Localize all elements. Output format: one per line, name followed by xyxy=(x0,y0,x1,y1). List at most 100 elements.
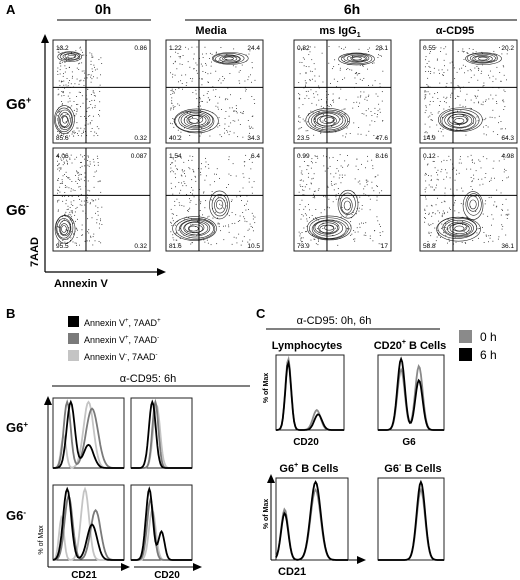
panel-b-title: α-CD95: 6h xyxy=(120,373,177,385)
panel-c-title-cd20-b-cells: CD20+ B Cells xyxy=(374,339,447,352)
flow-events xyxy=(57,154,103,246)
y-axis-label-7aad: 7AAD xyxy=(29,237,41,267)
quadrant-ul-value: 0.55 xyxy=(423,45,436,52)
legend-swatch-aneg-7neg xyxy=(68,350,79,361)
legend-label-0h: 0 h xyxy=(480,330,497,344)
quadrant-ul-value: 13.2 xyxy=(56,45,69,52)
flow-contours xyxy=(305,52,375,133)
quadrant-ur-value: 0.087 xyxy=(131,153,148,160)
flow-contours xyxy=(436,191,484,242)
panel-c-y-arrowhead xyxy=(267,474,275,483)
panel-c-y-label-bottom: % of Max xyxy=(263,499,270,529)
flow-contours xyxy=(172,190,230,241)
hist-g6neg-b-cells xyxy=(377,477,445,561)
quadrant-ll-value: 95.5 xyxy=(56,243,69,250)
flow-plot-g6-pos-media: 1.22 24.4 40.2 34.3 xyxy=(165,39,264,144)
panel-b-x-arrowhead-2 xyxy=(193,563,202,571)
flow-plot-g6-pos-0h: 13.2 0.86 85.6 0.32 xyxy=(52,39,151,144)
hist-frame xyxy=(130,484,193,561)
legend-label-apos-7neg: Annexin V+, 7AAD- xyxy=(84,335,159,345)
panel-b-legend: Annexin V+, 7AAD+ Annexin V+, 7AAD- Anne… xyxy=(68,316,161,362)
panel-b-row-g6-neg: G6- xyxy=(6,508,26,523)
hist-g6pos-b-cells xyxy=(275,477,349,561)
quadrant-lr-value: 17 xyxy=(381,243,389,250)
quadrant-ur-value: 8.16 xyxy=(375,153,388,160)
quadrant-ll-value: 85.6 xyxy=(56,135,69,142)
panel-b-x-label-cd20: CD20 xyxy=(154,570,180,580)
quadrant-ll-value: 40.2 xyxy=(169,135,182,142)
flow-contours xyxy=(174,52,249,134)
hist-frame xyxy=(275,477,349,561)
hist-curve xyxy=(53,399,124,469)
column-header-anti-cd95: α-CD95 xyxy=(436,25,475,37)
row-label-g6-neg: G6- xyxy=(6,201,29,219)
flow-events xyxy=(170,46,256,138)
panel-b-x-label-cd21: CD21 xyxy=(71,570,97,580)
panel-b-y-label: % of Max xyxy=(38,525,45,555)
panel-c-x-label-g6: G6 xyxy=(402,437,416,448)
quadrant-lr-value: 47.6 xyxy=(375,135,388,142)
flow-plot-g6-pos-ms-igg: 0.82 28.1 23.5 47.6 xyxy=(293,39,392,144)
flow-plot-frame xyxy=(52,39,151,144)
column-header-media: Media xyxy=(195,25,227,37)
quadrant-ur-value: 4.98 xyxy=(501,153,514,160)
panel-b-x-arrowhead-1 xyxy=(121,563,130,571)
quadrant-ur-value: 24.4 xyxy=(247,45,260,52)
hist-curve xyxy=(276,359,344,431)
quadrant-ll-value: 81.6 xyxy=(169,243,182,250)
flow-plot-grid: 13.2 0.86 85.6 0.32 1.22 24.4 40.2 34.3 0.82 28.1… xyxy=(52,39,518,252)
y-axis-arrowhead xyxy=(41,34,49,43)
quadrant-lr-value: 10.5 xyxy=(247,243,260,250)
panel-c-x-arrowhead xyxy=(357,556,366,564)
quadrant-lr-value: 0.32 xyxy=(134,135,147,142)
panel-c-title-lymphocytes: Lymphocytes xyxy=(272,340,343,352)
hist-curve xyxy=(378,479,444,561)
flow-plot-frame xyxy=(52,147,151,252)
flow-contours xyxy=(438,52,502,133)
flow-plot-g6-neg-anti-cd95: 0.12 4.98 58.8 36.1 xyxy=(419,147,518,252)
flow-plot-g6-pos-anti-cd95: 0.55 20.2 14.9 64.3 xyxy=(419,39,518,144)
quadrant-lr-value: 64.3 xyxy=(501,135,514,142)
legend-label-6h: 6 h xyxy=(480,348,497,362)
hist-frame xyxy=(377,354,445,431)
panel-b-y-arrowhead xyxy=(44,396,52,405)
quadrant-ur-value: 20.2 xyxy=(501,45,514,52)
row-label-g6-pos: G6+ xyxy=(6,95,31,113)
hist-curve xyxy=(378,356,444,431)
panel-c-shared-x-label: CD21 xyxy=(278,566,306,578)
hist-g6neg-cd20 xyxy=(130,484,193,561)
hist-curve xyxy=(131,399,192,469)
quadrant-ul-value: 1.22 xyxy=(169,45,182,52)
quadrant-ul-value: 0.82 xyxy=(297,45,310,52)
legend-swatch-0h xyxy=(459,330,472,343)
panel-b-letter: B xyxy=(6,306,15,321)
panel-c-legend: 0 h 6 h xyxy=(459,330,497,362)
legend-swatch-6h xyxy=(459,348,472,361)
time-header-6h: 6h xyxy=(344,1,360,17)
panel-c-letter: C xyxy=(256,306,266,321)
x-axis-arrowhead xyxy=(157,268,166,276)
quadrant-lr-value: 0.32 xyxy=(134,243,147,250)
quadrant-ur-value: 0.86 xyxy=(134,45,147,52)
quadrant-ul-value: 1.54 xyxy=(169,153,182,160)
x-axis-label-annexin-v: Annexin V xyxy=(54,278,108,290)
flow-plot-frame xyxy=(293,147,392,252)
hist-frame xyxy=(377,477,445,561)
hist-curve xyxy=(131,486,192,561)
hist-g6pos-cd20 xyxy=(130,397,193,469)
quadrant-ll-value: 23.5 xyxy=(297,135,310,142)
panel-b-histograms xyxy=(52,397,193,561)
legend-swatch-apos-7pos xyxy=(68,316,79,327)
quadrant-ur-value: 28.1 xyxy=(375,45,388,52)
flow-plot-g6-neg-ms-igg: 0.99 8.16 73.9 17 xyxy=(293,147,392,252)
quadrant-lr-value: 34.3 xyxy=(247,135,260,142)
panel-c-title-g6neg-b-cells: G6- B Cells xyxy=(384,462,441,475)
flow-plot-g6-neg-media: 1.54 6.4 81.6 10.5 xyxy=(165,147,264,252)
legend-label-aneg-7neg: Annexin V-, 7AAD- xyxy=(84,352,158,362)
flow-contours xyxy=(54,51,83,134)
panel-c-x-label-cd20: CD20 xyxy=(293,437,319,448)
quadrant-ll-value: 73.9 xyxy=(297,243,310,250)
hist-lymphocytes xyxy=(275,354,345,431)
column-header-ms-igg: ms IgG1 xyxy=(319,25,360,39)
time-header-0h: 0h xyxy=(95,1,111,17)
